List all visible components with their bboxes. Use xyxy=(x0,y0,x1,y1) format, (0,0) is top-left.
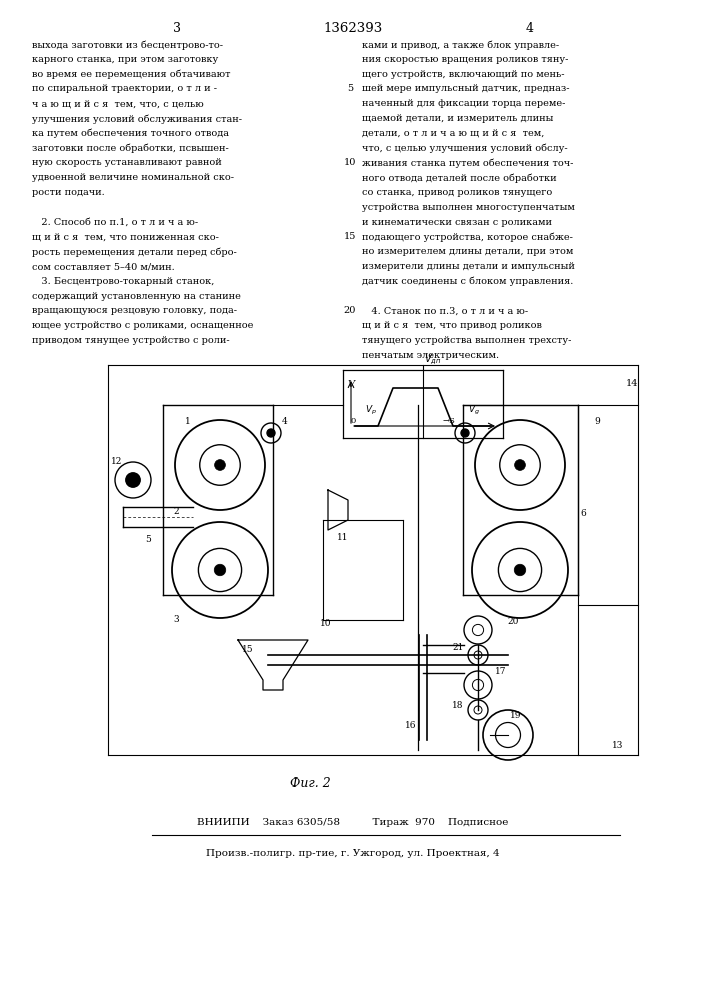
Text: со станка, привод роликов тянущего: со станка, привод роликов тянущего xyxy=(362,188,552,197)
Text: 6: 6 xyxy=(580,508,586,518)
Text: пенчатым электрическим.: пенчатым электрическим. xyxy=(362,351,499,360)
Text: приводом тянущее устройство с роли-: приводом тянущее устройство с роли- xyxy=(32,336,230,345)
Text: измерители длины детали и импульсный: измерители длины детали и импульсный xyxy=(362,262,575,271)
Text: 12: 12 xyxy=(111,458,123,466)
Text: 15: 15 xyxy=(344,232,356,241)
Text: Произв.-полигр. пр-тие, г. Ужгород, ул. Проектная, 4: Произв.-полигр. пр-тие, г. Ужгород, ул. … xyxy=(206,849,500,858)
Text: тянущего устройства выполнен трехсту-: тянущего устройства выполнен трехсту- xyxy=(362,336,571,345)
Text: подающего устройства, которое снабже-: подающего устройства, которое снабже- xyxy=(362,232,573,242)
Text: улучшения условий обслуживания стан-: улучшения условий обслуживания стан- xyxy=(32,114,242,123)
Circle shape xyxy=(215,460,226,470)
Text: но измерителем длины детали, при этом: но измерителем длины детали, при этом xyxy=(362,247,573,256)
Text: щ и й с я  тем, что пониженная ско-: щ и й с я тем, что пониженная ско- xyxy=(32,232,219,241)
Text: 4: 4 xyxy=(282,418,288,426)
Text: выхода заготовки из бесцентрово-то-: выхода заготовки из бесцентрово-то- xyxy=(32,40,223,49)
Text: 5: 5 xyxy=(145,536,151,544)
Text: ВНИИПИ    Заказ 6305/58          Тираж  970    Подписное: ВНИИПИ Заказ 6305/58 Тираж 970 Подписное xyxy=(197,818,509,827)
Text: ками и привод, а также блок управле-: ками и привод, а также блок управле- xyxy=(362,40,559,49)
Text: →S: →S xyxy=(443,417,456,425)
Text: 10: 10 xyxy=(344,158,356,167)
Circle shape xyxy=(267,429,275,437)
Text: ка путем обеспечения точного отвода: ка путем обеспечения точного отвода xyxy=(32,129,229,138)
Text: 14: 14 xyxy=(626,378,638,387)
Text: V: V xyxy=(348,380,355,389)
Text: $V_{дп}$: $V_{дп}$ xyxy=(424,353,442,367)
Text: 3: 3 xyxy=(173,615,179,624)
Text: ного отвода деталей после обработки: ного отвода деталей после обработки xyxy=(362,173,556,183)
Text: устройства выполнен многоступенчатым: устройства выполнен многоступенчатым xyxy=(362,203,575,212)
Text: 3: 3 xyxy=(173,22,181,35)
Text: по спиральной траектории, о т л и -: по спиральной траектории, о т л и - xyxy=(32,84,217,93)
Text: 19: 19 xyxy=(510,710,522,720)
Text: щ и й с я  тем, что привод роликов: щ и й с я тем, что привод роликов xyxy=(362,321,542,330)
Text: 20: 20 xyxy=(508,617,519,626)
Circle shape xyxy=(126,473,140,487)
Text: и кинематически связан с роликами: и кинематически связан с роликами xyxy=(362,218,552,227)
Text: 9: 9 xyxy=(594,418,600,426)
Text: 2. Способ по п.1, о т л и ч а ю-: 2. Способ по п.1, о т л и ч а ю- xyxy=(32,218,198,227)
Text: содержащий установленную на станине: содержащий установленную на станине xyxy=(32,292,241,301)
Text: 1362393: 1362393 xyxy=(323,22,382,35)
Text: 13: 13 xyxy=(612,740,624,750)
Text: удвоенной величине номинальной ско-: удвоенной величине номинальной ско- xyxy=(32,173,234,182)
Text: 11: 11 xyxy=(337,532,349,542)
Text: ч а ю щ и й с я  тем, что, с целью: ч а ю щ и й с я тем, что, с целью xyxy=(32,99,204,108)
Text: $V_p$: $V_p$ xyxy=(365,403,377,417)
Text: 4: 4 xyxy=(526,22,534,35)
Circle shape xyxy=(214,564,226,576)
Text: 5: 5 xyxy=(347,84,353,93)
Circle shape xyxy=(461,429,469,437)
Text: щего устройств, включающий по мень-: щего устройств, включающий по мень- xyxy=(362,70,564,79)
Text: заготовки после обработки, псвышен-: заготовки после обработки, псвышен- xyxy=(32,144,229,153)
Text: наченный для фиксации торца переме-: наченный для фиксации торца переме- xyxy=(362,99,566,108)
Text: Фиг. 2: Фиг. 2 xyxy=(290,777,330,790)
Text: вращающуюся резцовую головку, пода-: вращающуюся резцовую головку, пода- xyxy=(32,306,237,315)
Text: 4. Станок по п.3, о т л и ч а ю-: 4. Станок по п.3, о т л и ч а ю- xyxy=(362,306,528,315)
Text: датчик соединены с блоком управления.: датчик соединены с блоком управления. xyxy=(362,277,573,286)
Circle shape xyxy=(515,460,525,470)
Text: 20: 20 xyxy=(344,306,356,315)
Text: щаемой детали, и измеритель длины: щаемой детали, и измеритель длины xyxy=(362,114,554,123)
Text: 16: 16 xyxy=(405,720,416,730)
Text: карного станка, при этом заготовку: карного станка, при этом заготовку xyxy=(32,55,218,64)
Text: 0: 0 xyxy=(351,417,356,425)
Text: рость перемещения детали перед сбро-: рость перемещения детали перед сбро- xyxy=(32,247,237,257)
Text: рости подачи.: рости подачи. xyxy=(32,188,105,197)
Text: сом составляет 5–40 м/мин.: сом составляет 5–40 м/мин. xyxy=(32,262,175,271)
Circle shape xyxy=(514,564,526,576)
Text: 3. Бесцентрово-токарный станок,: 3. Бесцентрово-токарный станок, xyxy=(32,277,214,286)
Text: 17: 17 xyxy=(495,668,507,676)
Text: 1: 1 xyxy=(185,418,191,426)
Text: ную скорость устанавливают равной: ную скорость устанавливают равной xyxy=(32,158,222,167)
Text: $V_g$: $V_g$ xyxy=(468,403,480,417)
Text: ющее устройство с роликами, оснащенное: ющее устройство с роликами, оснащенное xyxy=(32,321,253,330)
Text: 15: 15 xyxy=(243,646,254,654)
Text: 10: 10 xyxy=(320,618,332,628)
Text: шей мере импульсный датчик, предназ-: шей мере импульсный датчик, предназ- xyxy=(362,84,570,93)
Text: 21: 21 xyxy=(452,644,464,652)
Text: что, с целью улучшения условий обслу-: что, с целью улучшения условий обслу- xyxy=(362,144,568,153)
Text: во время ее перемещения обтачивают: во время ее перемещения обтачивают xyxy=(32,70,230,79)
Text: детали, о т л и ч а ю щ и й с я  тем,: детали, о т л и ч а ю щ и й с я тем, xyxy=(362,129,544,138)
Text: ния скоростью вращения роликов тяну-: ния скоростью вращения роликов тяну- xyxy=(362,55,568,64)
Text: 2: 2 xyxy=(173,508,179,516)
Text: 18: 18 xyxy=(452,700,464,710)
Text: живания станка путем обеспечения точ-: живания станка путем обеспечения точ- xyxy=(362,158,573,168)
